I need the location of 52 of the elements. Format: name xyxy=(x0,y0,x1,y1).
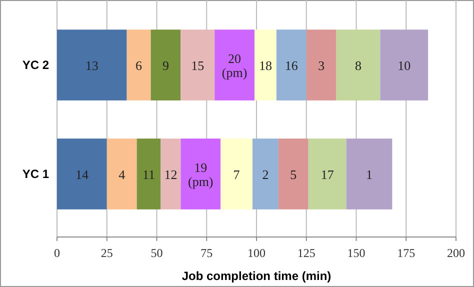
x-tick-label: 25 xyxy=(100,246,113,260)
annotation: 11 xyxy=(142,166,156,182)
x-tick-label: 75 xyxy=(200,246,213,260)
x-tick-label: 50 xyxy=(150,246,163,260)
bar xyxy=(126,30,151,100)
annotation: 10 xyxy=(398,58,411,73)
annotation: 14 xyxy=(75,166,89,182)
y-tick-label: YC 1 xyxy=(22,166,50,181)
bar xyxy=(106,138,137,210)
bar xyxy=(220,138,253,210)
annotation: 9 xyxy=(162,58,169,73)
annotation: 4 xyxy=(118,166,126,182)
annotation: 5 xyxy=(290,166,297,182)
annotation: 19 (pm) xyxy=(188,159,214,188)
bar xyxy=(380,30,428,100)
y-tick-label: YC 2 xyxy=(22,58,50,72)
bar xyxy=(160,138,181,210)
bar xyxy=(308,138,346,210)
annotation: 20 (pm) xyxy=(222,50,248,80)
annotation: 15 xyxy=(191,58,204,73)
annotation: 3 xyxy=(318,58,325,73)
bar xyxy=(150,30,181,100)
annotation: 6 xyxy=(136,58,143,73)
annotation: 2 xyxy=(262,166,269,182)
x-axis-title: Job completion time (min) xyxy=(182,269,332,283)
annotation: 13 xyxy=(85,58,98,73)
annotation: 12 xyxy=(164,166,178,182)
bar xyxy=(180,30,215,100)
bar xyxy=(306,30,336,100)
x-tick-label: 175 xyxy=(397,246,416,260)
bar xyxy=(276,30,306,100)
bar xyxy=(252,138,278,210)
bar xyxy=(278,138,308,210)
annotation: 7 xyxy=(233,166,240,182)
annotation: 1 xyxy=(366,166,372,182)
bar xyxy=(214,30,255,100)
bar xyxy=(336,30,380,100)
bar xyxy=(180,138,221,210)
annotation: 16 xyxy=(284,58,298,73)
annotation: 18 xyxy=(258,58,272,73)
bar xyxy=(346,138,392,210)
bar xyxy=(254,30,276,100)
bar xyxy=(136,138,161,210)
bar xyxy=(57,138,107,210)
x-tick-label: 150 xyxy=(347,246,366,260)
bar xyxy=(57,30,127,100)
x-tick-label: 125 xyxy=(297,246,316,260)
x-tick-label: 200 xyxy=(447,246,465,260)
annotation: 8 xyxy=(354,58,362,73)
x-tick-label: 100 xyxy=(248,246,266,260)
annotation: 17 xyxy=(320,166,334,182)
x-tick-label: 0 xyxy=(54,246,60,260)
